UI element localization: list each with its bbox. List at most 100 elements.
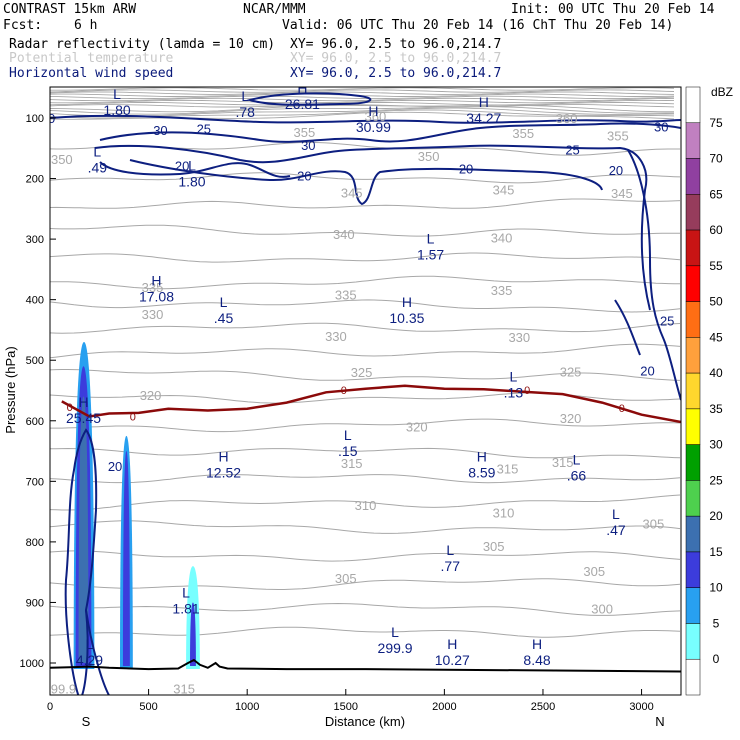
theta-band-line bbox=[50, 97, 675, 102]
zero-isotherm-line bbox=[61, 384, 681, 424]
theta-label: 299.9 bbox=[44, 681, 77, 696]
extremum-value: 17.08 bbox=[139, 289, 174, 305]
theta-label: 315 bbox=[173, 681, 195, 696]
theta-band-line bbox=[50, 104, 674, 113]
theta-label: 305 bbox=[483, 539, 505, 554]
colorbar-level: 70 bbox=[709, 152, 723, 166]
extremum-value: 34.27 bbox=[466, 110, 501, 126]
colorbar-swatch bbox=[685, 444, 701, 481]
theta-label: 320 bbox=[140, 388, 162, 403]
colorbar-swatch bbox=[685, 515, 701, 553]
extremum-value: 299.9 bbox=[378, 640, 413, 656]
y-tick-label: 700 bbox=[26, 476, 44, 488]
colorbar-swatch bbox=[685, 408, 701, 445]
wind-speed-label: 30 bbox=[654, 119, 668, 134]
extremum-value: 8.48 bbox=[523, 652, 550, 668]
y-tick-label: 600 bbox=[26, 416, 44, 428]
extremum-type: L bbox=[391, 624, 399, 640]
colorbar-level: 20 bbox=[709, 509, 723, 523]
extremum-value: 1.80 bbox=[103, 102, 130, 118]
plot-area: 350 345 345 345 340 340 335 335 335 330 330 330 325 3… bbox=[44, 87, 681, 696]
wind-isotach bbox=[99, 161, 291, 178]
theta-isentrope bbox=[50, 473, 681, 484]
theta-isentrope bbox=[50, 343, 681, 359]
extremum-type: L bbox=[241, 88, 249, 104]
colorbar-swatch bbox=[685, 229, 701, 267]
x-tick-label: 2000 bbox=[432, 701, 456, 713]
theta-band-line bbox=[50, 111, 675, 120]
extremum-type: L bbox=[220, 294, 228, 310]
extremum-type: L bbox=[427, 230, 435, 246]
wind-speed-label: 20 bbox=[297, 168, 311, 183]
colorbar-swatch bbox=[685, 372, 701, 410]
extremum-value: 25.45 bbox=[66, 410, 101, 426]
theta-label: 330 bbox=[508, 330, 530, 345]
zero-label: 0 bbox=[619, 403, 625, 415]
fcst-value: 6 h bbox=[74, 18, 97, 33]
terrain-line bbox=[50, 658, 681, 673]
extremum-type: H bbox=[479, 94, 489, 110]
theta-label: 340 bbox=[333, 227, 355, 242]
theta-isentrope bbox=[50, 602, 681, 616]
theta-label: 300 bbox=[591, 601, 613, 616]
theta-label: 320 bbox=[560, 411, 582, 426]
theta-isentrope bbox=[50, 494, 681, 511]
theta-isentrope bbox=[50, 198, 681, 209]
extremum-type: H bbox=[78, 394, 88, 410]
theta-isentrope bbox=[50, 252, 681, 263]
theta-label: 340 bbox=[491, 231, 513, 246]
upper-theta-bands bbox=[50, 87, 675, 120]
theta-label: 305 bbox=[643, 517, 665, 532]
center-title: NCAR/MMM bbox=[243, 2, 306, 17]
extremum-value: 1.57 bbox=[417, 246, 444, 262]
colorbar-swatch bbox=[685, 337, 701, 374]
colorbar-level: 5 bbox=[713, 616, 720, 630]
extremum-type: H bbox=[402, 294, 412, 310]
x-tick-label: 500 bbox=[139, 701, 157, 713]
y-tick-label: 500 bbox=[26, 355, 44, 367]
extremum-type: H bbox=[218, 448, 228, 464]
theta-isentrope bbox=[50, 322, 681, 334]
theta-label: 315 bbox=[341, 456, 363, 471]
extremum-value: 8.59 bbox=[468, 464, 495, 480]
wind-isotach bbox=[50, 114, 681, 124]
theta-label: 350 bbox=[418, 149, 440, 164]
wind-speed-label: 30 bbox=[301, 138, 315, 153]
extremum-value: 26.81 bbox=[285, 96, 320, 112]
colorbar-swatch bbox=[685, 587, 701, 624]
theta-isentrope bbox=[50, 369, 681, 381]
extremum-value: 10.35 bbox=[389, 310, 424, 326]
fcst-label: Fcst: bbox=[3, 18, 42, 33]
field-name-theta: Potential temperature bbox=[9, 51, 174, 66]
colorbar-unit: dBZ bbox=[711, 85, 733, 99]
zero-label: 0 bbox=[341, 385, 347, 397]
field-name-reflectivity: Radar reflectivity (lamda = 10 cm) bbox=[9, 37, 275, 52]
theta-label: 325 bbox=[351, 365, 373, 380]
theta-label: 355 bbox=[512, 126, 534, 141]
theta-isentrope bbox=[50, 224, 680, 237]
y-tick-label: 200 bbox=[26, 174, 44, 186]
theta-label: 345 bbox=[611, 186, 633, 201]
extremum-type: H bbox=[151, 273, 161, 289]
zero-label: 0 bbox=[67, 402, 73, 414]
theta-label: 345 bbox=[341, 185, 363, 200]
reflectivity-cell bbox=[78, 396, 89, 663]
y-axis-label: Pressure (hPa) bbox=[3, 346, 18, 433]
extremum-value: 30.99 bbox=[356, 119, 391, 135]
extremum-type: L bbox=[573, 451, 581, 467]
theta-band-line bbox=[50, 99, 675, 104]
wind-isotach bbox=[129, 159, 603, 206]
init-time: Init: 00 UTC Thu 20 Feb 14 bbox=[511, 2, 715, 17]
colorbar-level: 25 bbox=[709, 473, 723, 487]
theta-band-line bbox=[50, 91, 675, 95]
wind-speed-label: 20 bbox=[175, 159, 189, 174]
colorbar-level: 75 bbox=[709, 116, 723, 130]
extremum-value: .78 bbox=[235, 104, 255, 120]
x-tick-label: 0 bbox=[47, 701, 53, 713]
field-name-wind: Horizontal wind speed bbox=[9, 66, 173, 81]
theta-band-line bbox=[50, 107, 675, 117]
y-tick-label: 100 bbox=[26, 113, 44, 125]
extremum-type: L bbox=[182, 585, 190, 601]
extremum-type: L bbox=[446, 542, 454, 558]
